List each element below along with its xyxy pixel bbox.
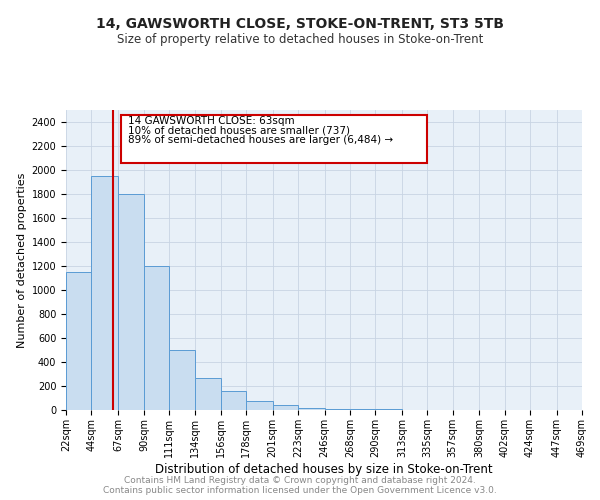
Bar xyxy=(91,176,118,410)
Bar xyxy=(350,409,376,410)
Text: 14 GAWSWORTH CLOSE: 63sqm: 14 GAWSWORTH CLOSE: 63sqm xyxy=(128,116,295,126)
Text: Contains HM Land Registry data © Crown copyright and database right 2024.: Contains HM Land Registry data © Crown c… xyxy=(124,476,476,485)
Bar xyxy=(221,391,246,410)
FancyBboxPatch shape xyxy=(121,115,427,163)
Bar xyxy=(169,350,195,410)
Bar xyxy=(298,408,325,410)
Text: 14, GAWSWORTH CLOSE, STOKE-ON-TRENT, ST3 5TB: 14, GAWSWORTH CLOSE, STOKE-ON-TRENT, ST3… xyxy=(96,18,504,32)
Bar xyxy=(272,405,298,410)
Bar xyxy=(145,266,169,410)
Bar xyxy=(66,272,91,410)
Bar xyxy=(246,401,272,410)
Text: 89% of semi-detached houses are larger (6,484) →: 89% of semi-detached houses are larger (… xyxy=(128,135,394,145)
Bar xyxy=(118,194,145,410)
Text: Contains public sector information licensed under the Open Government Licence v3: Contains public sector information licen… xyxy=(103,486,497,495)
Bar xyxy=(325,408,350,410)
Y-axis label: Number of detached properties: Number of detached properties xyxy=(17,172,28,348)
Text: 10% of detached houses are smaller (737): 10% of detached houses are smaller (737) xyxy=(128,126,350,136)
Bar xyxy=(195,378,221,410)
X-axis label: Distribution of detached houses by size in Stoke-on-Trent: Distribution of detached houses by size … xyxy=(155,462,493,475)
Text: Size of property relative to detached houses in Stoke-on-Trent: Size of property relative to detached ho… xyxy=(117,32,483,46)
